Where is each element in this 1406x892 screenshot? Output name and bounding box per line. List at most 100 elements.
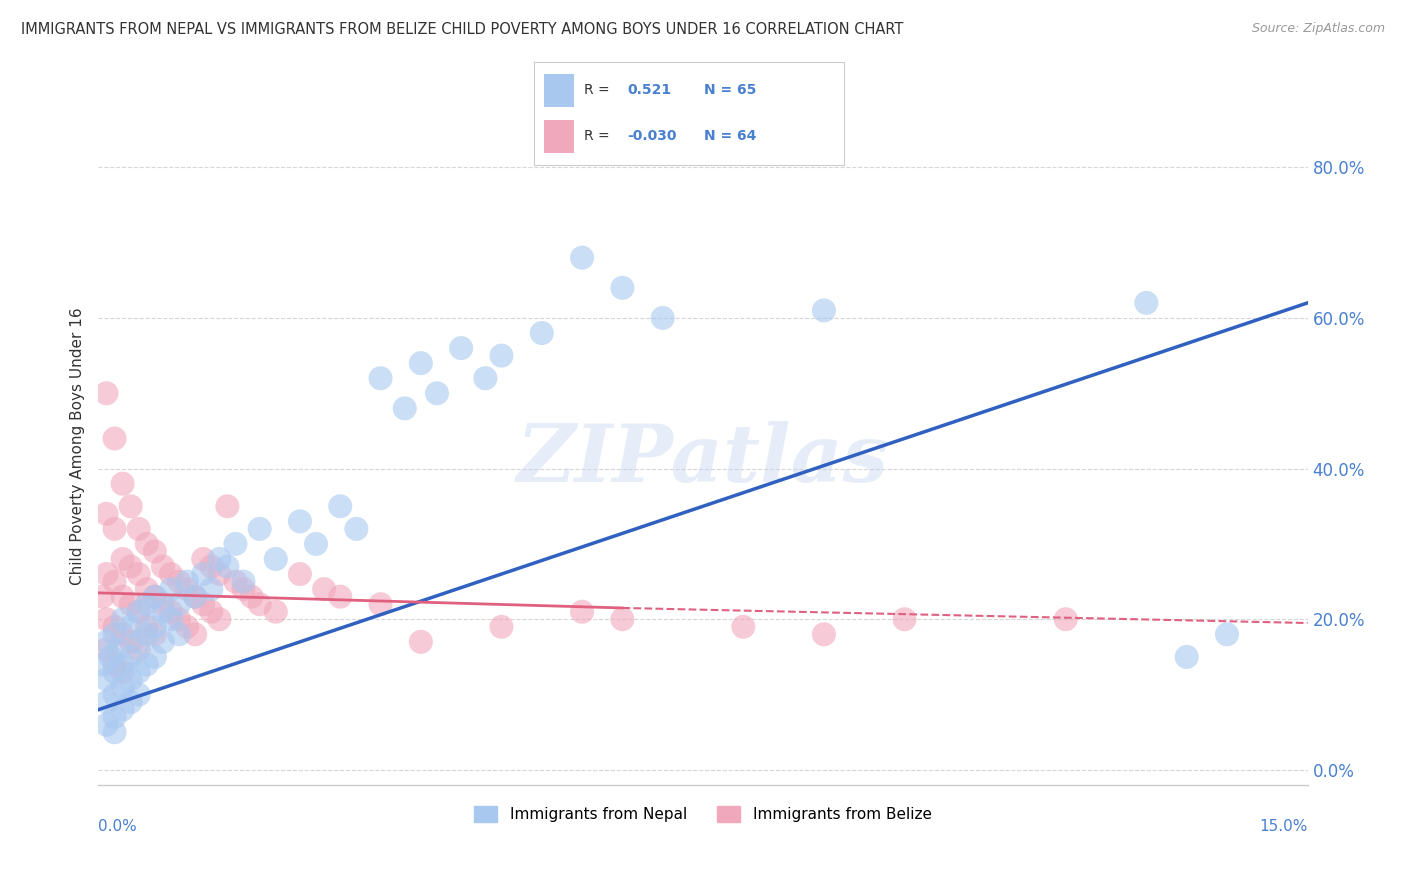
Point — [111, 627, 134, 641]
Point — [160, 605, 183, 619]
Point — [232, 574, 254, 589]
Point — [100, 649, 122, 664]
Point — [232, 582, 254, 596]
Point — [120, 500, 142, 514]
Point — [329, 590, 352, 604]
Text: ZIPatlas: ZIPatlas — [517, 421, 889, 499]
Legend: Immigrants from Nepal, Immigrants from Belize: Immigrants from Nepal, Immigrants from B… — [468, 800, 938, 828]
Point — [208, 612, 231, 626]
Point — [120, 559, 142, 574]
Point — [143, 544, 166, 558]
Text: Source: ZipAtlas.com: Source: ZipAtlas.com — [1251, 22, 1385, 36]
Point — [103, 725, 125, 739]
Point — [107, 642, 129, 657]
Point — [224, 537, 246, 551]
Point — [103, 627, 125, 641]
Point — [176, 582, 198, 596]
Bar — [544, 74, 575, 106]
Text: 15.0%: 15.0% — [1260, 819, 1308, 834]
Point — [288, 514, 311, 528]
Point — [143, 590, 166, 604]
Point — [200, 559, 222, 574]
Point — [813, 627, 835, 641]
Point — [249, 522, 271, 536]
Point — [128, 567, 150, 582]
Text: R =: R = — [583, 129, 609, 144]
Point — [103, 710, 125, 724]
Point — [135, 537, 157, 551]
Point — [160, 582, 183, 596]
Point — [240, 590, 263, 604]
Point — [474, 371, 496, 385]
Bar — [544, 120, 575, 153]
Point — [111, 552, 134, 566]
Point — [120, 649, 142, 664]
Point — [128, 605, 150, 619]
Point — [111, 703, 134, 717]
Point — [184, 590, 207, 604]
Point — [96, 612, 118, 626]
Point — [426, 386, 449, 401]
Point — [96, 695, 118, 709]
Point — [152, 605, 174, 619]
Point — [571, 605, 593, 619]
Point — [184, 590, 207, 604]
Text: IMMIGRANTS FROM NEPAL VS IMMIGRANTS FROM BELIZE CHILD POVERTY AMONG BOYS UNDER 1: IMMIGRANTS FROM NEPAL VS IMMIGRANTS FROM… — [21, 22, 904, 37]
Point — [571, 251, 593, 265]
Point — [103, 665, 125, 679]
Point — [200, 605, 222, 619]
Point — [176, 620, 198, 634]
Point — [152, 559, 174, 574]
Point — [249, 597, 271, 611]
Point — [91, 657, 114, 672]
Point — [96, 386, 118, 401]
Point — [111, 476, 134, 491]
Point — [224, 574, 246, 589]
Point — [160, 567, 183, 582]
Point — [128, 642, 150, 657]
Point — [135, 627, 157, 641]
Point — [111, 665, 134, 679]
Point — [288, 567, 311, 582]
Point — [208, 567, 231, 582]
Point — [1054, 612, 1077, 626]
Point — [314, 582, 336, 596]
Point — [733, 620, 755, 634]
Text: -0.030: -0.030 — [627, 129, 676, 144]
Point — [103, 688, 125, 702]
Point — [491, 349, 513, 363]
Point — [193, 552, 215, 566]
Point — [135, 582, 157, 596]
Point — [103, 432, 125, 446]
Point — [200, 582, 222, 596]
Point — [111, 612, 134, 626]
Point — [111, 590, 134, 604]
Point — [103, 657, 125, 672]
Point — [103, 574, 125, 589]
Point — [152, 597, 174, 611]
Point — [491, 620, 513, 634]
Point — [96, 673, 118, 687]
Point — [120, 597, 142, 611]
Point — [612, 612, 634, 626]
Point — [217, 559, 239, 574]
Point — [143, 649, 166, 664]
Point — [143, 590, 166, 604]
Point — [96, 635, 118, 649]
Point — [893, 612, 915, 626]
Point — [167, 627, 190, 641]
Point — [329, 500, 352, 514]
Point — [193, 567, 215, 582]
Text: 0.0%: 0.0% — [98, 819, 138, 834]
Point — [409, 635, 432, 649]
Point — [264, 552, 287, 566]
Point — [184, 627, 207, 641]
Point — [128, 665, 150, 679]
Point — [409, 356, 432, 370]
Point — [1175, 649, 1198, 664]
Point — [1135, 296, 1157, 310]
Point — [450, 341, 472, 355]
Point — [128, 522, 150, 536]
Point — [135, 597, 157, 611]
Point — [128, 605, 150, 619]
